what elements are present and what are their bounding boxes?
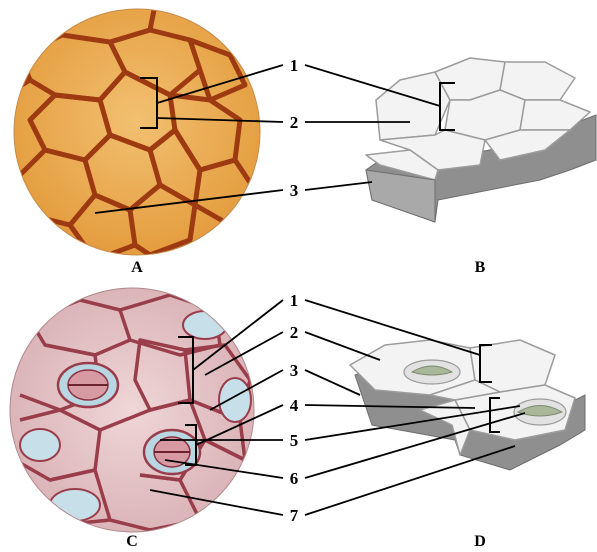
label-bottom-3: 3	[290, 361, 299, 380]
leaders-top	[94, 64, 455, 214]
stoma-right	[142, 428, 202, 476]
label-bottom-7: 7	[290, 506, 299, 525]
label-top-1: 1	[290, 56, 299, 75]
label-top-3: 3	[290, 181, 299, 200]
label-bottom-5: 5	[290, 431, 299, 450]
label-bottom-4: 4	[290, 396, 299, 415]
micrograph-leaf-epidermis	[9, 287, 255, 533]
stoma-left	[56, 361, 120, 409]
panel-letter-a: A	[131, 259, 143, 276]
model-stoma-2	[513, 398, 567, 426]
model-b-cells	[365, 57, 591, 181]
label-bottom-2: 2	[290, 323, 299, 342]
micrograph-onion-epidermis	[13, 8, 261, 256]
leaders-bottom	[149, 299, 526, 516]
stoma-edge	[218, 377, 252, 423]
label-bottom-6: 6	[290, 469, 299, 488]
model-leaf-epidermis	[349, 339, 586, 471]
bracket-b	[439, 82, 455, 131]
panel-letter-b: B	[475, 259, 486, 276]
label-top-2: 2	[290, 113, 299, 132]
bracket-d1	[479, 344, 492, 383]
panel-letter-d: D	[474, 533, 486, 550]
stoma-top	[182, 310, 228, 340]
model-stoma-1	[403, 359, 461, 385]
model-onion-epidermis	[365, 57, 597, 223]
panel-letter-c: C	[126, 533, 138, 550]
label-bottom-1: 1	[290, 291, 299, 310]
bracket-d2	[489, 397, 500, 433]
